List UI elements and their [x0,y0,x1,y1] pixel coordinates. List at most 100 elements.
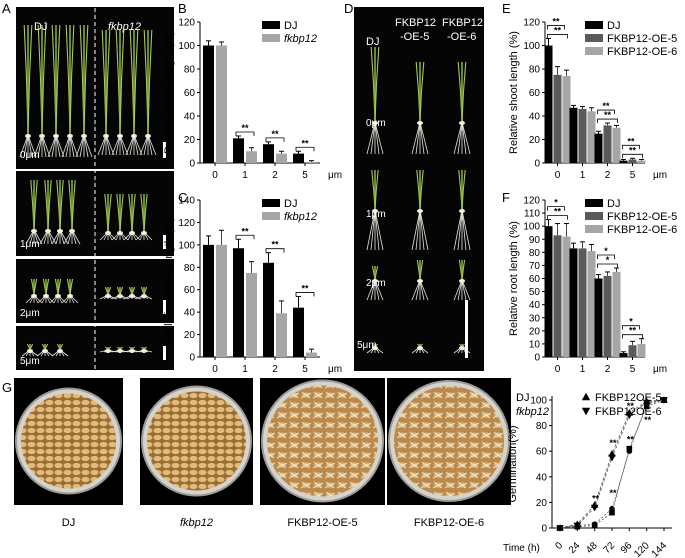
significance-bracket [295,292,315,297]
y-tick-label: 80 [529,248,541,259]
legend-label: FKBP12OE-6 [595,406,662,418]
seeds [267,385,378,497]
significance-label: * [554,198,558,208]
y-tick-label: 60 [529,274,541,285]
legend-swatch [262,212,280,220]
dish-label: fkbp12 [180,517,213,529]
panel-d-dose-0: 0μm [366,118,386,129]
significance-label: * [606,255,610,265]
y-tick-label: 10 [529,339,541,350]
significance-label: ** [609,438,617,448]
panel-g-letter: G [2,380,12,395]
bar [293,153,304,163]
y-axis-label: Germination(%) [507,425,519,502]
seedling [123,286,141,300]
seedling [453,259,471,301]
legend-swatch [585,199,603,207]
legend-swatch [262,21,280,29]
bar [263,262,274,357]
seeds [147,391,246,491]
seedling [25,179,43,245]
significance-bracket [547,215,568,220]
legend-label: DJ [284,198,297,210]
legend-marker [503,407,511,415]
x-tick-label: 5 [302,170,308,181]
bar [587,251,596,357]
seedling [366,343,384,354]
significance-label: ** [627,401,635,411]
seedling [453,169,471,251]
bar [637,343,646,357]
seedling [111,29,129,156]
legend-marker [503,393,511,401]
bar [203,45,214,163]
bar [603,275,612,357]
y-tick-label: 60 [184,88,196,99]
significance-bracket [547,206,565,211]
x-unit-label: μm [653,170,667,181]
seedling [51,343,69,357]
legend-label: fkbp12 [516,406,549,418]
legend-label: fkbp12 [284,33,317,45]
panel-d-letter: D [344,1,353,16]
panel-a-label-dj: DJ [34,21,47,33]
significance-label: ** [627,434,635,444]
significance-label: ** [629,145,637,155]
bar [216,45,227,163]
bar [544,45,553,163]
legend-marker [581,392,591,401]
x-tick-label: 5 [630,364,636,375]
x-tick-label: 1 [242,170,248,181]
panel-a-label-fkbp12: fkbp12 [108,21,141,33]
scale-bar [163,142,166,158]
bar [603,125,612,163]
bar [216,244,227,357]
seedling [139,29,157,156]
x-unit-label: μm [328,170,342,181]
x-tick-label: 24 [567,540,583,556]
x-tick-label: 2 [272,364,278,375]
y-tick-label: 100 [178,240,195,251]
panel-a-dose-1: 1μm [20,239,40,250]
legend-swatch [262,34,280,42]
seedling [75,24,93,158]
data-point [626,445,633,452]
legend-label: DJ [284,20,297,32]
scale-bar [163,300,166,314]
data-point [643,403,650,410]
significance-bracket [265,137,285,142]
y-tick-label: 40 [529,300,541,311]
significance-label: ** [592,493,600,503]
significance-bracket [547,34,568,39]
x-tick-label: 72 [601,540,617,556]
x-tick-label: 0 [555,170,561,181]
y-tick-label: 0 [541,524,547,535]
seeds [394,386,504,496]
y-tick-label: 120 [178,218,195,229]
significance-bracket [622,144,640,150]
y-axis-label: Relative shoot length (%) [508,31,520,154]
bar [562,236,571,357]
legend-label: FKBP12-OE-6 [607,46,677,58]
significance-bracket [547,25,565,30]
seedling [63,179,81,245]
significance-bracket [265,248,285,253]
panel-a-letter: A [2,1,11,16]
seedling [111,346,129,353]
significance-label: * [604,246,608,256]
x-tick-label: 0 [553,540,565,552]
panel-a-dose-0: 0μm [20,150,40,161]
bar [569,107,578,163]
legend-label: FKBP12-OE-5 [607,211,677,223]
y-tick-label: 40 [529,112,541,123]
x-tick-label: 5 [630,170,636,181]
bar [628,159,637,163]
x-tick-label: 0 [555,364,561,375]
seedling [125,29,143,156]
seedling [135,286,153,300]
panel-d-dose-1: 1μm [366,209,386,220]
bar [578,108,587,163]
bar [246,151,257,163]
